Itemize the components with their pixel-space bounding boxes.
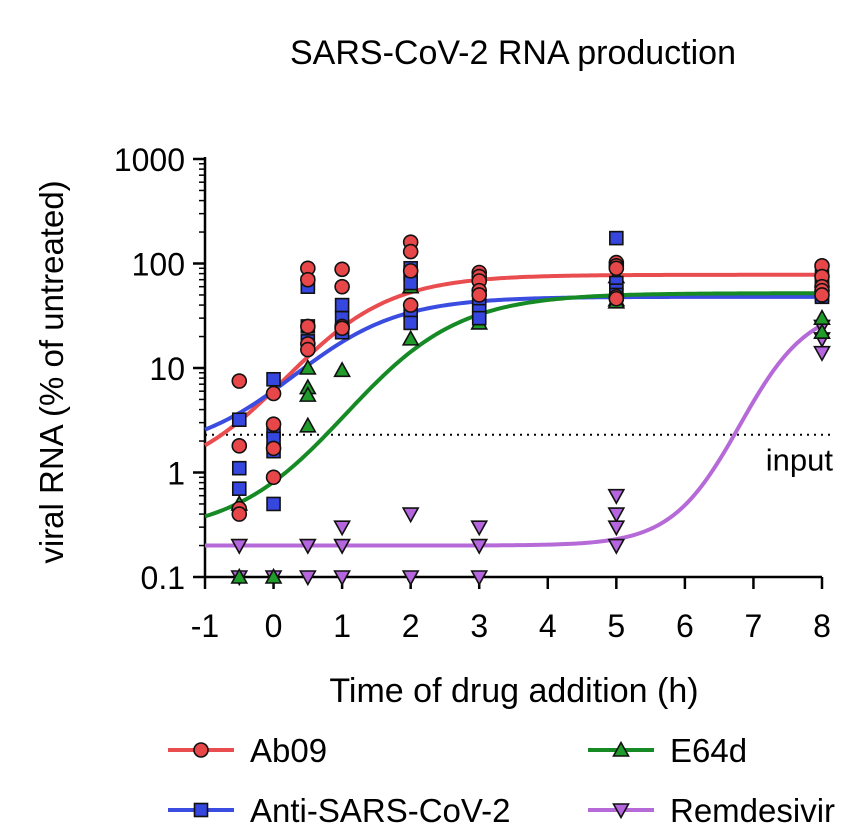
fit-curve-anti-sars-cov-2 bbox=[204, 294, 822, 432]
data-point-remdesivir bbox=[298, 570, 317, 587]
data-point-e64d bbox=[264, 567, 283, 584]
data-point-anti-sars-cov-2 bbox=[231, 481, 247, 496]
y-tick-label: 100 bbox=[132, 247, 185, 283]
data-point-anti-sars-cov-2 bbox=[471, 310, 487, 326]
data-point-ab09 bbox=[265, 440, 282, 457]
x-tick-label: 8 bbox=[813, 608, 831, 644]
legend-label-ab09: Ab09 bbox=[250, 732, 327, 769]
x-tick-label: 5 bbox=[607, 608, 625, 644]
x-tick-label: 4 bbox=[539, 608, 557, 644]
data-point-ab09 bbox=[265, 416, 282, 432]
data-point-ab09 bbox=[402, 297, 419, 313]
legend-marker-anti-sars-cov-2 bbox=[193, 802, 209, 818]
x-tick-label: -1 bbox=[191, 608, 219, 644]
data-point-e64d bbox=[333, 361, 351, 378]
legend-label-anti-sars-cov-2: Anti-SARS-CoV-2 bbox=[250, 792, 510, 828]
data-point-e64d bbox=[298, 358, 317, 375]
data-point-remdesivir bbox=[333, 538, 351, 555]
data-point-remdesivir bbox=[401, 507, 420, 524]
x-tick-label: 3 bbox=[470, 608, 488, 644]
data-point-ab09 bbox=[300, 271, 316, 288]
data-point-remdesivir bbox=[401, 570, 420, 587]
data-point-ab09 bbox=[402, 263, 419, 279]
y-tick-label: 1 bbox=[167, 456, 185, 492]
legend-marker-ab09 bbox=[193, 742, 209, 758]
y-tick-label: 1000 bbox=[114, 142, 185, 178]
data-point-remdesivir bbox=[607, 538, 626, 555]
data-point-remdesivir bbox=[230, 538, 249, 555]
data-points bbox=[230, 230, 831, 587]
data-point-remdesivir bbox=[298, 538, 317, 555]
legend-marker-remdesivir bbox=[612, 803, 630, 820]
data-point-remdesivir bbox=[333, 570, 351, 587]
data-point-ab09 bbox=[334, 320, 350, 337]
data-point-ab09 bbox=[334, 261, 350, 278]
data-point-ab09 bbox=[265, 469, 282, 486]
data-point-anti-sars-cov-2 bbox=[334, 297, 350, 313]
x-axis-label: Time of drug addition (h) bbox=[329, 672, 698, 710]
data-point-anti-sars-cov-2 bbox=[403, 315, 418, 331]
data-point-ab09 bbox=[300, 318, 316, 335]
x-tick-label: 0 bbox=[265, 608, 283, 644]
data-point-ab09 bbox=[231, 438, 248, 454]
legend-marker-e64d bbox=[612, 740, 630, 757]
data-point-e64d bbox=[230, 567, 249, 584]
data-point-remdesivir bbox=[607, 507, 626, 524]
data-point-ab09 bbox=[231, 373, 248, 389]
data-point-ab09 bbox=[402, 243, 419, 260]
data-point-e64d bbox=[813, 323, 831, 340]
data-point-anti-sars-cov-2 bbox=[231, 412, 247, 428]
data-point-ab09 bbox=[608, 290, 625, 307]
data-point-e64d bbox=[813, 308, 831, 325]
x-tick-label: 7 bbox=[745, 608, 763, 644]
data-point-ab09 bbox=[471, 287, 488, 303]
data-point-remdesivir bbox=[607, 488, 626, 505]
data-point-remdesivir bbox=[470, 570, 489, 587]
data-point-e64d bbox=[298, 416, 317, 433]
data-point-anti-sars-cov-2 bbox=[266, 371, 281, 387]
legend-label-remdesivir: Remdesivir bbox=[670, 792, 835, 828]
legend-label-e64d: E64d bbox=[670, 732, 747, 769]
data-point-anti-sars-cov-2 bbox=[231, 460, 247, 476]
data-point-remdesivir bbox=[470, 538, 489, 555]
fit-curve-e64d bbox=[204, 291, 822, 519]
reference-line-group: input bbox=[205, 433, 834, 478]
x-tick-label: 1 bbox=[333, 608, 351, 644]
data-point-remdesivir bbox=[333, 520, 351, 537]
axes: 0.1 1 10 100 1000 -1 0 1 2 3 4 5 6 7 8 bbox=[114, 142, 831, 644]
data-point-ab09 bbox=[265, 385, 282, 402]
y-tick-label: 10 bbox=[149, 351, 185, 387]
legend: Ab09 E64d Anti-SARS-CoV-2 Remdesivir bbox=[168, 732, 835, 828]
data-point-e64d bbox=[401, 329, 420, 346]
chart-title: SARS-CoV-2 RNA production bbox=[290, 34, 736, 72]
data-point-anti-sars-cov-2 bbox=[266, 496, 281, 512]
data-point-e64d bbox=[298, 385, 317, 402]
data-point-remdesivir bbox=[813, 345, 831, 362]
data-point-ab09 bbox=[300, 341, 316, 358]
data-point-remdesivir bbox=[470, 520, 489, 537]
data-point-anti-sars-cov-2 bbox=[609, 230, 624, 246]
input-reference-label: input bbox=[766, 443, 834, 478]
data-point-ab09 bbox=[231, 506, 248, 522]
data-point-ab09 bbox=[334, 278, 350, 295]
x-tick-label: 6 bbox=[676, 608, 694, 644]
y-axis-label: viral RNA (% of untreated) bbox=[33, 180, 70, 563]
data-point-remdesivir bbox=[607, 520, 626, 537]
y-tick-label: 0.1 bbox=[141, 560, 185, 596]
data-point-ab09 bbox=[814, 287, 830, 303]
fit-curves bbox=[203, 272, 823, 548]
x-tick-label: 2 bbox=[402, 608, 420, 644]
data-point-ab09 bbox=[608, 260, 625, 277]
